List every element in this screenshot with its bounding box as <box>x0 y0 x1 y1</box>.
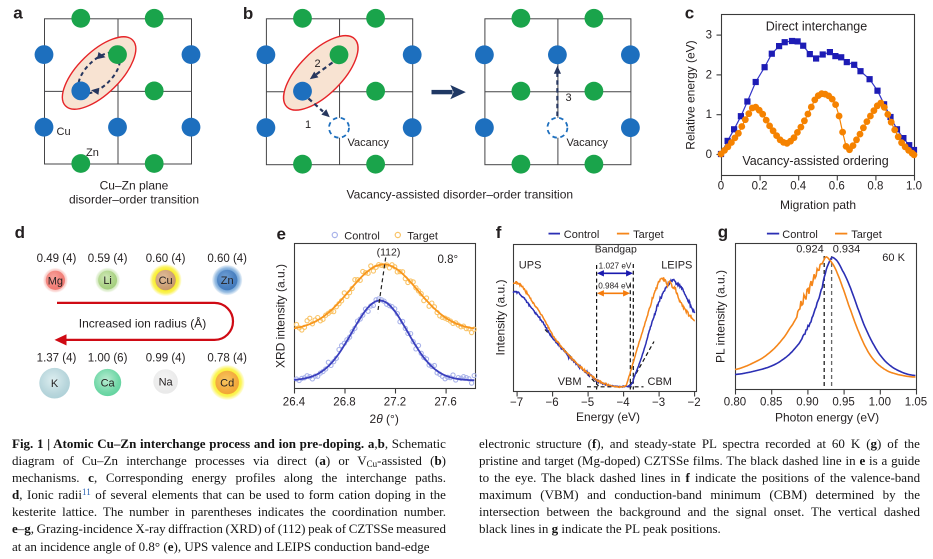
svg-text:PL intensity (a.u.): PL intensity (a.u.) <box>714 270 728 363</box>
svg-text:Control: Control <box>564 229 599 241</box>
svg-text:−5: −5 <box>581 397 594 409</box>
svg-text:Ca: Ca <box>101 378 116 390</box>
svg-text:Vacancy: Vacancy <box>348 137 390 149</box>
svg-text:3: 3 <box>566 92 572 104</box>
svg-text:g: g <box>718 223 728 242</box>
svg-text:1.00: 1.00 <box>869 397 891 409</box>
svg-text:0: 0 <box>718 181 724 193</box>
svg-text:Zn: Zn <box>86 147 99 159</box>
svg-text:Cu: Cu <box>159 275 173 287</box>
svg-text:K: K <box>51 378 59 390</box>
svg-text:0.78 (4): 0.78 (4) <box>207 353 247 365</box>
svg-text:Control: Control <box>782 229 817 241</box>
svg-text:Na: Na <box>159 377 174 389</box>
svg-text:60 K: 60 K <box>882 252 905 264</box>
svg-text:Vacancy-assisted ordering: Vacancy-assisted ordering <box>742 154 888 168</box>
svg-text:Increased ion radius (Å): Increased ion radius (Å) <box>79 316 206 331</box>
svg-text:0.59 (4): 0.59 (4) <box>88 253 128 265</box>
svg-text:Target: Target <box>633 229 664 241</box>
svg-text:(112): (112) <box>377 247 401 259</box>
svg-text:2: 2 <box>706 69 712 81</box>
svg-text:26.8: 26.8 <box>333 397 355 409</box>
svg-text:Relative energy (eV): Relative energy (eV) <box>684 40 698 149</box>
svg-text:−6: −6 <box>546 397 559 409</box>
svg-text:a: a <box>13 4 23 23</box>
svg-text:Target: Target <box>851 229 882 241</box>
svg-text:disorder–order transition: disorder–order transition <box>69 193 199 207</box>
svg-text:f: f <box>496 223 502 242</box>
svg-text:0.4: 0.4 <box>790 181 807 193</box>
svg-text:Li: Li <box>103 275 112 287</box>
svg-text:−3: −3 <box>652 397 665 409</box>
svg-text:CBM: CBM <box>648 376 672 388</box>
svg-text:d: d <box>15 223 25 242</box>
svg-text:Target: Target <box>407 230 438 242</box>
svg-text:0.984 eV: 0.984 eV <box>598 282 631 291</box>
svg-text:XRD intensity (a.u.): XRD intensity (a.u.) <box>274 264 288 368</box>
svg-text:Intensity (a.u.): Intensity (a.u.) <box>494 279 508 355</box>
svg-text:0.95: 0.95 <box>832 397 854 409</box>
svg-text:27.6: 27.6 <box>434 397 456 409</box>
svg-text:UPS: UPS <box>519 260 542 272</box>
svg-text:c: c <box>685 4 694 23</box>
svg-text:0.80: 0.80 <box>724 397 746 409</box>
svg-text:Direct interchange: Direct interchange <box>766 20 867 34</box>
svg-text:Zn: Zn <box>221 275 234 287</box>
svg-text:Photon energy (eV): Photon energy (eV) <box>775 411 879 425</box>
svg-text:26.4: 26.4 <box>283 397 306 409</box>
svg-text:1.0: 1.0 <box>906 181 922 193</box>
svg-text:0.49 (4): 0.49 (4) <box>37 253 77 265</box>
svg-text:2θ (°): 2θ (°) <box>370 412 399 426</box>
svg-text:1.37 (4): 1.37 (4) <box>37 353 77 365</box>
svg-text:0.8°: 0.8° <box>438 254 459 266</box>
svg-text:e: e <box>277 224 286 243</box>
svg-text:0.2: 0.2 <box>752 181 768 193</box>
svg-text:1.00 (6): 1.00 (6) <box>88 353 128 365</box>
svg-text:Energy (eV): Energy (eV) <box>576 410 640 424</box>
svg-text:0.8: 0.8 <box>867 181 883 193</box>
svg-text:−7: −7 <box>510 397 523 409</box>
svg-text:1.027 eV: 1.027 eV <box>599 262 632 271</box>
svg-text:Migration path: Migration path <box>780 198 856 212</box>
svg-text:0.99 (4): 0.99 (4) <box>146 353 186 365</box>
svg-text:1.05: 1.05 <box>905 397 927 409</box>
svg-text:Mg: Mg <box>48 275 63 287</box>
svg-text:Vacancy-assisted disorder–orde: Vacancy-assisted disorder–order transiti… <box>347 188 574 202</box>
svg-text:0.85: 0.85 <box>760 397 782 409</box>
svg-text:0: 0 <box>706 149 712 161</box>
svg-text:Bandgap: Bandgap <box>595 244 637 256</box>
svg-text:LEIPS: LEIPS <box>661 260 692 272</box>
svg-text:−4: −4 <box>617 397 631 409</box>
svg-text:0.60 (4): 0.60 (4) <box>207 253 247 265</box>
svg-text:3: 3 <box>706 30 712 42</box>
svg-text:Cd: Cd <box>220 378 234 390</box>
svg-text:27.2: 27.2 <box>384 397 406 409</box>
svg-text:0.934: 0.934 <box>833 244 861 256</box>
svg-text:Control: Control <box>344 230 379 242</box>
svg-text:0.90: 0.90 <box>796 397 818 409</box>
svg-text:−2: −2 <box>688 397 701 409</box>
svg-text:b: b <box>243 4 253 23</box>
svg-text:0.924: 0.924 <box>796 244 824 256</box>
svg-text:1: 1 <box>305 119 311 131</box>
svg-text:VBM: VBM <box>558 376 582 388</box>
svg-text:0.60 (4): 0.60 (4) <box>146 253 186 265</box>
svg-text:1: 1 <box>706 109 712 121</box>
svg-text:Cu: Cu <box>57 126 71 138</box>
svg-text:0.6: 0.6 <box>829 181 845 193</box>
svg-text:Vacancy: Vacancy <box>567 137 609 149</box>
svg-text:2: 2 <box>315 58 321 70</box>
svg-text:Cu–Zn plane: Cu–Zn plane <box>100 179 169 193</box>
